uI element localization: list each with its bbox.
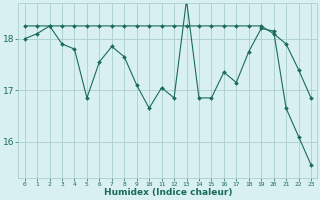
X-axis label: Humidex (Indice chaleur): Humidex (Indice chaleur) xyxy=(104,188,232,197)
